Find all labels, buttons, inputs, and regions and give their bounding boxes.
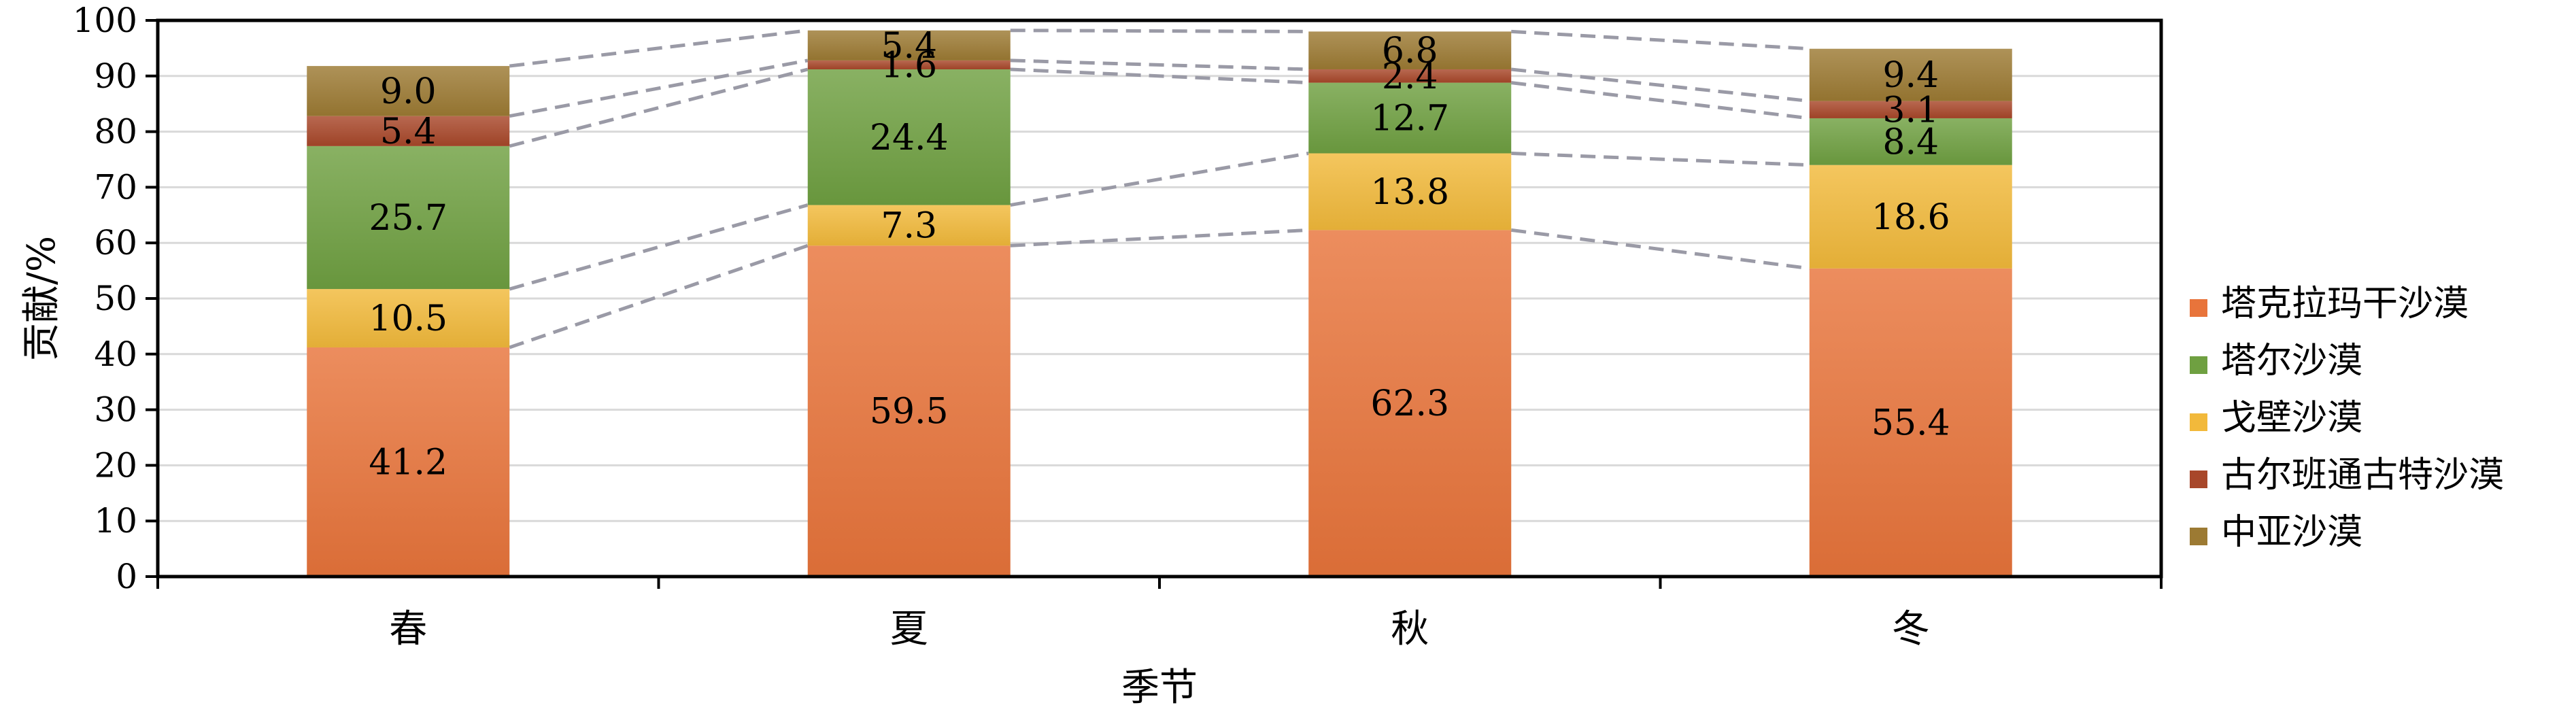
bar-segment (807, 245, 1011, 577)
data-label: 2.4 (1382, 56, 1438, 97)
connector-line (1010, 67, 1309, 85)
connector-line (1510, 67, 1810, 103)
bar-segment (1809, 165, 2012, 269)
axes: 0 10 20 30 40 50 60 70 80 90 100 春 夏 秋 冬 (73, 1, 2163, 651)
data-label: 9.4 (1882, 55, 1939, 96)
bar-segment (1308, 230, 1512, 577)
connector-line (1511, 29, 1810, 51)
legend-swatch (2190, 528, 2207, 545)
legend-label: 中亚沙漠 (2221, 512, 2362, 553)
y-tick-label: 90 (94, 56, 137, 96)
legend-swatch (2190, 413, 2207, 431)
bar-segment (807, 205, 1011, 246)
connector-line (509, 243, 809, 349)
segment-labels: 41.210.525.75.49.059.57.324.41.65.462.31… (369, 26, 1950, 483)
y-tick-label: 40 (94, 335, 137, 374)
bar-segment (1809, 118, 2012, 165)
legend-swatch (2190, 299, 2207, 317)
x-axis-title: 季节 (1121, 666, 1198, 710)
bar-segment (807, 60, 1011, 69)
y-tick-label: 100 (73, 1, 137, 40)
connector-line (1510, 81, 1810, 120)
x-tick-label: 秋 (1391, 607, 1429, 651)
data-label: 5.4 (881, 26, 937, 67)
y-tick-label: 30 (94, 390, 137, 430)
data-label: 41.2 (369, 442, 447, 483)
data-label: 8.4 (1882, 122, 1939, 163)
data-label: 18.6 (1871, 197, 1950, 238)
data-label: 13.8 (1370, 172, 1449, 213)
data-label: 12.7 (1370, 99, 1449, 139)
data-label: 10.5 (369, 298, 447, 339)
connector-line (1010, 58, 1309, 71)
bar-segment (1308, 153, 1512, 230)
legend-swatch (2190, 356, 2207, 374)
bar-segment (307, 347, 510, 577)
data-label: 7.3 (881, 205, 937, 246)
bar-segment (1809, 268, 2012, 577)
data-label: 24.4 (870, 118, 949, 158)
connector-line (1010, 228, 1309, 247)
data-label: 62.3 (1370, 383, 1449, 424)
connector-line (509, 29, 809, 68)
bar-segment (1809, 101, 2012, 118)
data-label: 1.6 (881, 45, 937, 86)
connector-line (509, 67, 809, 148)
x-tick-label: 春 (389, 607, 427, 651)
bar-segment (307, 289, 510, 347)
x-tick-label: 夏 (890, 607, 928, 651)
bar-segment (807, 30, 1011, 61)
bar-segment (1308, 82, 1512, 154)
data-label: 6.8 (1382, 31, 1438, 71)
y-tick-label: 10 (94, 501, 137, 541)
y-tick-label: 0 (116, 557, 137, 596)
legend-swatch (2190, 471, 2207, 488)
x-tick-label: 冬 (1892, 607, 1930, 651)
legend-label: 古尔班通古特沙漠 (2221, 455, 2504, 496)
legend-label: 塔尔沙漠 (2221, 341, 2362, 381)
data-label: 59.5 (870, 392, 949, 432)
bar-segment (307, 146, 510, 290)
bar-segment (1809, 48, 2012, 101)
connector-line (1010, 29, 1309, 33)
connector-line (1511, 152, 1810, 167)
y-axis-title: 贡献/% (20, 236, 64, 361)
y-tick-label: 60 (94, 223, 137, 262)
y-tick-label: 80 (94, 112, 137, 152)
legend-label: 塔克拉玛干沙漠 (2221, 284, 2469, 324)
data-label: 55.4 (1871, 403, 1950, 443)
y-tick-label: 50 (94, 279, 137, 318)
connector-line (509, 58, 809, 118)
data-label: 5.4 (380, 112, 437, 152)
legend-label: 戈壁沙漠 (2221, 398, 2362, 439)
bar-segment (1308, 69, 1512, 83)
connector-line (1010, 152, 1309, 207)
connector-line (509, 203, 809, 291)
connector-line (1510, 228, 1810, 271)
y-tick-label: 20 (94, 445, 137, 485)
y-tick-label: 70 (94, 167, 137, 207)
bar-segment (1308, 31, 1512, 69)
bars (307, 30, 2012, 577)
data-label: 9.0 (380, 71, 437, 112)
connector-lines (509, 29, 1810, 349)
bar-segment (307, 66, 510, 116)
bar-segment (807, 69, 1011, 205)
data-label: 3.1 (1882, 90, 1939, 131)
bar-segment (307, 116, 510, 146)
data-label: 25.7 (369, 198, 447, 239)
